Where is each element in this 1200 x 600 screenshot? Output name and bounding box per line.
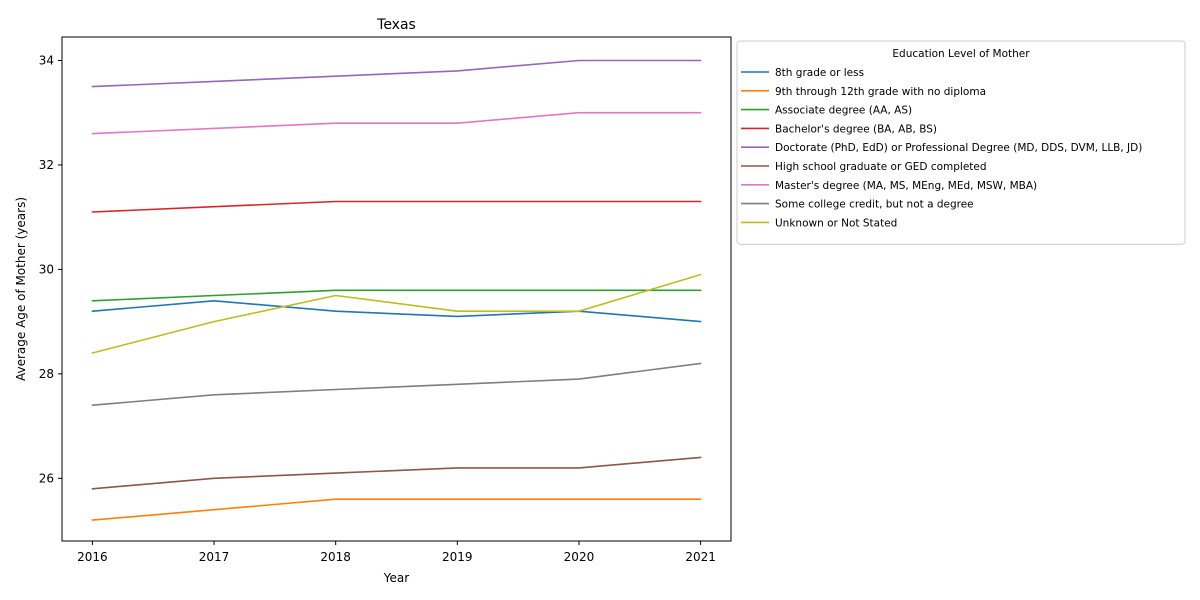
- x-tick-label: 2019: [442, 550, 473, 564]
- series-line-1: [91, 299, 702, 323]
- legend: Education Level of Mother 8th grade or l…: [736, 40, 1186, 245]
- x-tick-label: 2021: [685, 550, 716, 564]
- legend-label: 9th through 12th grade with no diploma: [775, 86, 986, 98]
- x-axis: 2016 2017 2018 2019 2020 2021: [77, 541, 716, 564]
- x-axis-title: Year: [383, 571, 409, 585]
- series-line-2: [91, 498, 702, 521]
- series-line-6: [91, 456, 702, 490]
- legend-label: High school graduate or GED completed: [775, 161, 987, 173]
- series-layer: [91, 59, 702, 521]
- series-line-3: [91, 289, 702, 302]
- legend-label: Bachelor's degree (BA, AB, BS): [775, 123, 937, 135]
- y-axis-title: Average Age of Mother (years): [14, 197, 28, 381]
- legend-label: Master's degree (MA, MS, MEng, MEd, MSW,…: [775, 180, 1037, 192]
- x-tick-label: 2018: [320, 550, 351, 564]
- plot-frame: [61, 36, 732, 542]
- legend-label: 8th grade or less: [775, 67, 864, 79]
- chart-title: Texas: [376, 17, 416, 33]
- y-tick-label: 32: [39, 158, 54, 172]
- series-line-4: [91, 200, 702, 213]
- y-tick-label: 30: [39, 262, 54, 276]
- y-tick-label: 34: [39, 54, 54, 68]
- y-tick-label: 28: [39, 367, 54, 381]
- legend-label: Associate degree (AA, AS): [775, 105, 912, 117]
- x-tick-label: 2020: [564, 550, 595, 564]
- x-tick-label: 2017: [199, 550, 230, 564]
- y-tick-label: 26: [39, 471, 54, 485]
- legend-box: [736, 40, 1186, 245]
- plot-area: [61, 36, 732, 542]
- series-line-5: [91, 59, 702, 88]
- legend-label: Some college credit, but not a degree: [775, 199, 974, 211]
- series-line-8: [91, 362, 702, 407]
- y-axis: 26 28 30 32 34: [39, 54, 62, 485]
- legend-title: Education Level of Mother: [892, 48, 1030, 60]
- legend-label: Doctorate (PhD, EdD) or Professional Deg…: [775, 142, 1142, 154]
- legend-label: Unknown or Not Stated: [775, 217, 897, 229]
- series-line-7: [91, 111, 702, 135]
- x-tick-label: 2016: [77, 550, 108, 564]
- series-line-9: [91, 273, 702, 354]
- legend-items: 8th grade or less 9th through 12th grade …: [741, 67, 1142, 229]
